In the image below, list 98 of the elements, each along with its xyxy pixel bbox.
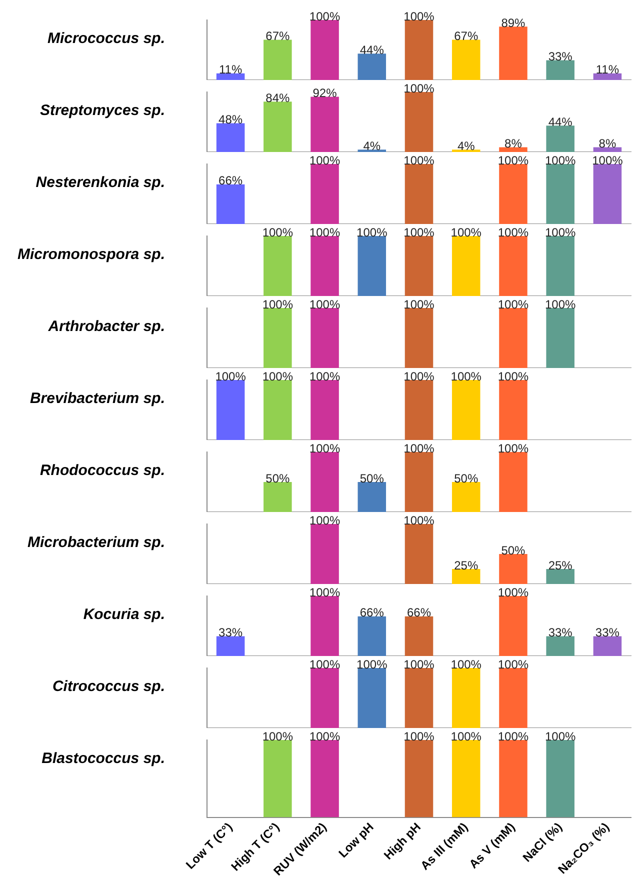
data-label: 100% bbox=[592, 153, 624, 168]
data-label: 100% bbox=[262, 369, 294, 384]
bar bbox=[358, 54, 386, 80]
y-axis-title: Micromonospora sp. bbox=[16, 245, 166, 263]
bar bbox=[404, 20, 434, 80]
data-label: 84% bbox=[266, 90, 290, 105]
data-label: 100% bbox=[450, 657, 482, 672]
data-label: 100% bbox=[309, 441, 340, 456]
data-label: 100% bbox=[309, 297, 340, 312]
data-label: 100% bbox=[498, 729, 529, 744]
data-label: 100% bbox=[404, 441, 435, 456]
data-label: 4% bbox=[363, 138, 381, 153]
data-label: 100% bbox=[404, 81, 435, 96]
y-axis-title: Brevibacterium sp. bbox=[28, 389, 166, 407]
y-axis-title: Microbacterium sp. bbox=[26, 533, 166, 551]
data-label: 33% bbox=[595, 626, 620, 640]
bar bbox=[499, 147, 528, 152]
data-label: 100% bbox=[309, 657, 340, 672]
data-label: 50% bbox=[454, 471, 478, 486]
data-label: 67% bbox=[266, 29, 290, 44]
data-label: 100% bbox=[498, 297, 529, 312]
data-label: 100% bbox=[404, 657, 435, 672]
data-label: 33% bbox=[218, 626, 243, 640]
data-label: 100% bbox=[544, 297, 576, 312]
data-label: 89% bbox=[501, 16, 526, 30]
y-axis-title: Nesterenkonia sp. bbox=[34, 173, 166, 191]
bar bbox=[404, 92, 434, 152]
data-label: 4% bbox=[457, 138, 476, 153]
data-label: 100% bbox=[450, 369, 482, 384]
bar bbox=[593, 73, 622, 80]
data-label: 100% bbox=[404, 729, 435, 744]
data-label: 100% bbox=[498, 585, 529, 600]
data-label: 100% bbox=[309, 729, 340, 744]
bar bbox=[546, 60, 574, 80]
y-axis-title: Micrococcus sp. bbox=[46, 29, 166, 47]
data-label: 100% bbox=[356, 225, 388, 240]
data-label: 66% bbox=[406, 606, 432, 620]
data-label: 66% bbox=[218, 174, 243, 188]
bar bbox=[264, 40, 292, 80]
data-label: 100% bbox=[498, 225, 529, 240]
data-label: 100% bbox=[309, 9, 340, 24]
data-label: 50% bbox=[266, 471, 290, 486]
bar bbox=[216, 123, 245, 152]
data-label: 100% bbox=[309, 225, 340, 240]
data-label: 100% bbox=[450, 729, 482, 744]
data-label: 100% bbox=[262, 225, 294, 240]
data-label: 100% bbox=[309, 513, 340, 528]
data-label: 33% bbox=[548, 50, 573, 64]
data-label: 100% bbox=[404, 369, 435, 384]
data-label: 100% bbox=[356, 657, 388, 672]
data-label: 100% bbox=[309, 153, 340, 168]
data-label: 44% bbox=[548, 114, 573, 129]
data-label: 100% bbox=[498, 369, 529, 384]
data-label: 100% bbox=[309, 585, 340, 600]
y-axis-title: Streptomyces sp. bbox=[38, 101, 166, 119]
y-axis-title: Citrococcus sp. bbox=[51, 677, 166, 695]
data-label: 25% bbox=[548, 558, 573, 572]
y-axis-title: Blastococcus sp. bbox=[40, 749, 166, 767]
data-label: 100% bbox=[404, 297, 435, 312]
data-label: 67% bbox=[454, 29, 478, 44]
data-label: 8% bbox=[598, 136, 616, 151]
y-axis-title: Rhodococcus sp. bbox=[38, 461, 166, 479]
data-label: 48% bbox=[218, 112, 243, 127]
bar bbox=[310, 96, 339, 152]
bar bbox=[452, 40, 480, 80]
data-label: 100% bbox=[498, 441, 529, 456]
bar bbox=[216, 73, 245, 80]
data-label: 100% bbox=[404, 513, 435, 528]
data-label: 100% bbox=[544, 153, 576, 168]
data-label: 33% bbox=[548, 626, 573, 640]
data-label: 100% bbox=[498, 153, 529, 168]
data-label: 100% bbox=[262, 297, 294, 312]
data-label: 8% bbox=[504, 136, 522, 151]
data-label: 100% bbox=[215, 369, 246, 384]
data-label: 50% bbox=[360, 471, 384, 486]
bar bbox=[310, 20, 339, 80]
data-label: 100% bbox=[404, 225, 435, 240]
data-label: 50% bbox=[501, 543, 526, 558]
data-label: 25% bbox=[454, 558, 478, 572]
bar bbox=[499, 26, 528, 80]
bar bbox=[593, 147, 622, 152]
data-label: 11% bbox=[218, 62, 242, 77]
data-label: 100% bbox=[404, 9, 435, 24]
bar bbox=[546, 126, 574, 152]
data-label: 66% bbox=[360, 606, 384, 620]
data-label: 100% bbox=[309, 369, 340, 384]
data-label: 100% bbox=[262, 729, 294, 744]
data-label: 100% bbox=[544, 729, 576, 744]
data-label: 100% bbox=[544, 225, 576, 240]
y-axis-title: Arthrobacter sp. bbox=[47, 317, 166, 335]
data-label: 100% bbox=[450, 225, 482, 240]
data-label: 100% bbox=[404, 153, 435, 168]
data-label: 100% bbox=[498, 657, 529, 672]
bar bbox=[264, 102, 292, 152]
data-label: 11% bbox=[596, 62, 620, 77]
y-axis-title: Kocuria sp. bbox=[82, 605, 166, 623]
data-label: 92% bbox=[312, 86, 338, 100]
data-label: 44% bbox=[360, 42, 384, 57]
